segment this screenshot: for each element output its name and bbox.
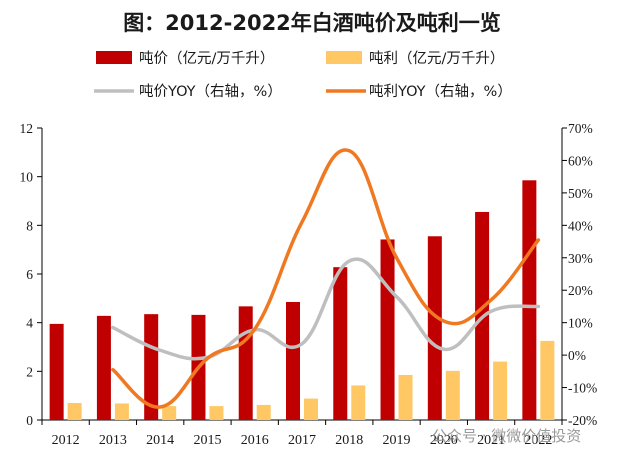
bar-profit <box>540 340 555 420</box>
bar-profit <box>114 403 129 420</box>
right-tick-label: 10% <box>568 316 593 331</box>
bar-profit <box>67 402 82 420</box>
bar-profit <box>162 406 177 420</box>
line-profit-yoy <box>111 148 541 409</box>
legend-label-price: 吨价（亿元/万千升） <box>139 50 274 67</box>
bar-profit <box>398 374 413 420</box>
x-tick-label: 2019 <box>383 433 411 448</box>
bar-price <box>333 267 348 420</box>
legend-swatch-price <box>96 51 132 64</box>
bar-price <box>522 180 537 420</box>
watermark-text: 公众号 · 微微价值投资 <box>432 427 581 445</box>
x-tick-label: 2014 <box>146 433 174 448</box>
right-tick-label: 30% <box>568 251 593 266</box>
bar-price <box>427 236 442 420</box>
line-price-yoy <box>111 257 541 361</box>
bar-price <box>238 306 253 420</box>
bar-price <box>96 315 111 420</box>
right-tick-label: 40% <box>568 218 593 233</box>
legend-label-profit: 吨利（亿元/万千升） <box>369 50 504 67</box>
left-tick-label: 4 <box>26 316 33 331</box>
left-tick-label: 0 <box>26 413 33 428</box>
left-tick-label: 6 <box>26 267 33 282</box>
x-tick-label: 2022 <box>524 433 552 448</box>
right-tick-label: -10% <box>568 381 597 396</box>
x-tick-label: 2017 <box>288 433 316 448</box>
x-tick-label: 2021 <box>477 433 505 448</box>
left-tick-label: 12 <box>20 121 34 136</box>
bar-price <box>286 301 300 420</box>
legend-label-profit-yoy: 吨利YOY（右轴，%） <box>369 83 512 100</box>
left-tick-label: 8 <box>26 218 33 233</box>
bar-profit <box>304 398 318 420</box>
left-tick-label: 10 <box>20 170 34 185</box>
right-tick-label: 20% <box>568 283 593 298</box>
legend-label-price-yoy: 吨价YOY（右轴，%） <box>139 83 282 100</box>
bar-profit <box>351 385 366 420</box>
x-tick-label: 2020 <box>430 433 458 448</box>
x-tick-label: 2015 <box>193 433 221 448</box>
x-tick-label: 2018 <box>335 433 363 448</box>
right-tick-label: 0% <box>568 348 586 363</box>
right-tick-label: 70% <box>568 121 593 136</box>
right-tick-label: -20% <box>568 413 597 428</box>
bar-profit <box>493 361 508 420</box>
bar-price <box>49 323 64 420</box>
bar-price <box>144 314 159 420</box>
bar-profit <box>256 404 271 420</box>
bar-price <box>380 239 395 420</box>
legend-swatch-profit <box>326 51 362 64</box>
bar-profit <box>445 370 460 420</box>
right-tick-label: 60% <box>568 153 593 168</box>
legend: 吨价（亿元/万千升） 吨利（亿元/万千升） 吨价YOY（右轴，%） 吨利YOY（… <box>94 50 512 100</box>
bar-profit <box>209 406 224 420</box>
x-tick-label: 2012 <box>52 433 80 448</box>
right-tick-label: 50% <box>568 186 593 201</box>
chart-title: 图：2012-2022年白酒吨价及吨利一览 <box>123 11 501 35</box>
plot-area: 0 2 4 6 8 10 12 -20% -10% 0% 10% 20% 30% 40% 50% 60% 70%… <box>20 121 598 448</box>
left-tick-label: 2 <box>26 364 33 379</box>
x-tick-label: 2013 <box>99 433 127 448</box>
x-tick-label: 2016 <box>241 433 269 448</box>
